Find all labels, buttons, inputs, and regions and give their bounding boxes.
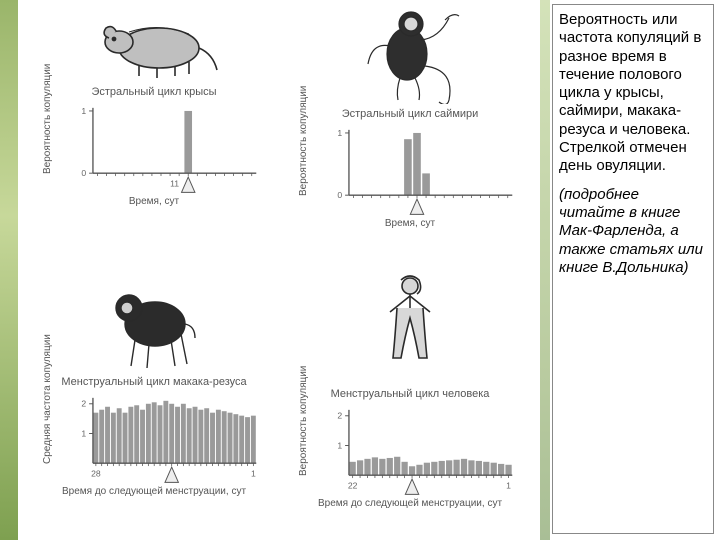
mid-photo-strip [540,0,550,540]
x-axis-label-rat: Время, сут [34,196,274,207]
chart-macaque: 1 2 28 1 [60,394,270,492]
rat-drawing [89,6,219,82]
panel-rat: Эстральный цикл крысы Вероятность копуля… [34,2,274,262]
chart-human: 1 2221 [316,406,526,504]
svg-text:28: 28 [91,469,101,479]
svg-text:2: 2 [81,399,86,409]
chart-title-human: Менструальный цикл человека [290,388,530,400]
caption-box: Вероятность или частота копуляций в разн… [552,4,714,534]
svg-text:22: 22 [348,481,358,491]
svg-text:1: 1 [337,128,342,138]
svg-text:1: 1 [506,481,511,491]
chart-title-macaque: Менструальный цикл макака-резуса [34,376,274,388]
left-photo-strip [0,0,18,540]
human-drawing [377,274,443,384]
svg-text:1: 1 [81,428,86,438]
svg-text:0: 0 [337,190,342,200]
page-root: Эстральный цикл крысы Вероятность копуля… [0,0,720,540]
x-axis-label-macaque: Время до следующей менструации, сут [34,486,274,497]
x-axis-label-saimiri: Время, сут [290,218,530,229]
y-axis-label-macaque: Средняя частота копуляции [42,334,53,464]
svg-text:1: 1 [337,440,342,450]
panel-saimiri: Эстральный цикл саймири Вероятность копу… [290,2,530,262]
x-axis-label-human: Время до следующей менструации, сут [290,498,530,509]
saimiri-drawing [355,6,465,104]
svg-text:1: 1 [251,469,256,479]
panel-macaque: Менструальный цикл макака-резуса Средняя… [34,270,274,530]
y-axis-label-rat: Вероятность копуляции [42,64,53,174]
y-axis-label-human: Вероятность копуляции [298,366,309,476]
caption-text-1: Вероятность или частота копуляций в разн… [559,11,707,176]
y-axis-label-saimiri: Вероятность копуляции [298,86,309,196]
chart-title-saimiri: Эстральный цикл саймири [290,108,530,120]
svg-text:0: 0 [81,168,86,178]
chart-rat: 0 111 [60,104,270,202]
chart-title-rat: Эстральный цикл крысы [34,86,274,98]
caption-text-2: (подробнее читайте в книге Мак-Фарленда,… [559,186,707,277]
panel-human: Менструальный цикл человека Вероятность … [290,270,530,530]
svg-text:2: 2 [337,411,342,421]
svg-text:11: 11 [170,179,179,189]
macaque-drawing [99,274,209,372]
svg-text:1: 1 [81,106,86,116]
chart-saimiri: 0 1 [316,126,526,224]
